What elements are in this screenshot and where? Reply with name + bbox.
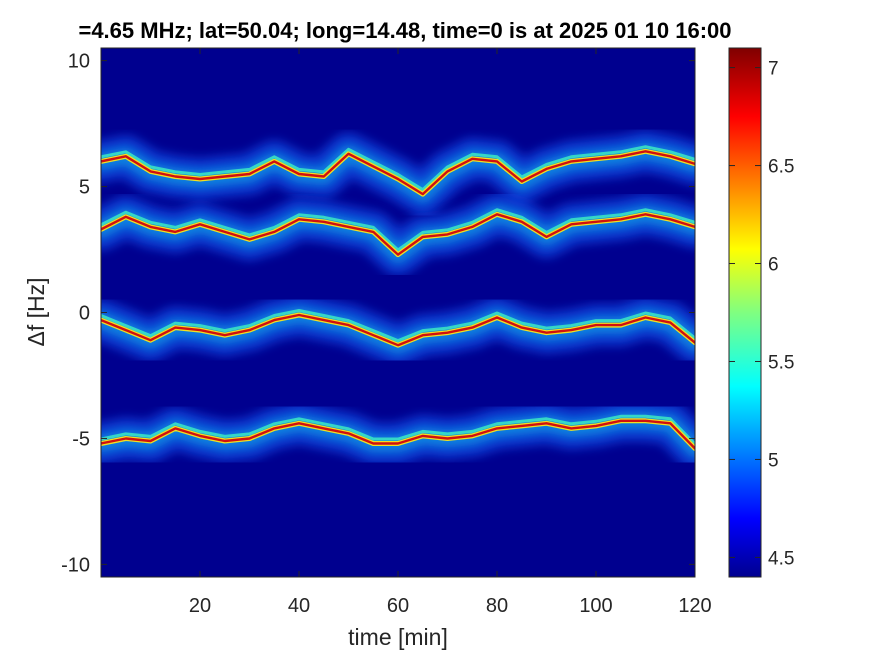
x-tick-label: 60 bbox=[387, 595, 409, 617]
plot-area bbox=[100, 47, 696, 578]
trace-echo bbox=[101, 208, 695, 252]
y-tick-label: 5 bbox=[79, 177, 90, 199]
doppler-trace-4 bbox=[101, 399, 695, 470]
y-axis-label: Δf [Hz] bbox=[23, 277, 49, 346]
doppler-trace-1 bbox=[101, 130, 695, 216]
y-axis-ticks: 10 5 0 -5 -10 bbox=[61, 51, 695, 576]
x-tick-label: 100 bbox=[579, 595, 612, 617]
colorbar-tick-label: 4.5 bbox=[768, 548, 794, 569]
x-tick-label: 80 bbox=[486, 595, 508, 617]
trace-echo bbox=[101, 414, 695, 446]
doppler-trace-3 bbox=[101, 294, 695, 367]
trace-core bbox=[101, 313, 695, 347]
trace-core bbox=[101, 213, 695, 256]
colorbar-gradient bbox=[728, 47, 762, 578]
y-tick-label: -10 bbox=[61, 554, 90, 576]
trace-echo bbox=[101, 145, 695, 192]
trace-echo bbox=[101, 309, 695, 343]
colorbar-tick-label: 6.5 bbox=[768, 157, 794, 178]
x-axis-ticks: 20 40 60 80 100 120 bbox=[189, 48, 712, 617]
x-tick-label: 20 bbox=[189, 595, 211, 617]
x-tick-label: 120 bbox=[678, 595, 711, 617]
y-tick-label: -5 bbox=[72, 428, 90, 450]
colorbar-tick-label: 6 bbox=[768, 255, 779, 276]
y-tick-label: 0 bbox=[79, 303, 90, 325]
colorbar: 7 6.5 6 5.5 5 4.5 bbox=[728, 47, 794, 578]
chart-title: =4.65 MHz; lat=50.04; long=14.48, time=0… bbox=[78, 18, 731, 43]
trace-core bbox=[101, 419, 695, 450]
x-axis-label: time [min] bbox=[348, 624, 448, 650]
y-tick-label: 10 bbox=[68, 51, 90, 73]
colorbar-ticks: 7 6.5 6 5.5 5 4.5 bbox=[729, 59, 794, 569]
colorbar-tick-label: 5 bbox=[768, 450, 779, 471]
x-tick-label: 40 bbox=[288, 595, 310, 617]
doppler-trace-2 bbox=[101, 193, 695, 276]
colorbar-tick-label: 5.5 bbox=[768, 352, 794, 373]
colorbar-tick-label: 7 bbox=[768, 59, 779, 80]
trace-core bbox=[101, 150, 695, 196]
